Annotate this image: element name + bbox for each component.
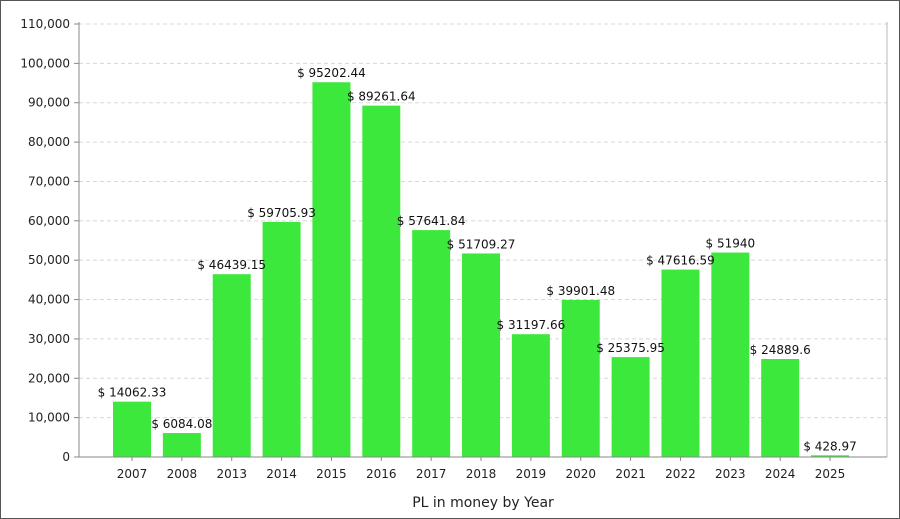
- data-label: $ 95202.44: [297, 66, 366, 80]
- x-tick-label: 2025: [815, 467, 846, 481]
- data-label: $ 51709.27: [447, 237, 516, 251]
- x-tick-label: 2013: [216, 467, 247, 481]
- data-label: $ 39901.48: [546, 284, 615, 298]
- x-tick-label: 2024: [765, 467, 796, 481]
- data-label: $ 59705.93: [247, 206, 316, 220]
- data-label: $ 57641.84: [397, 214, 466, 228]
- data-label: $ 25375.95: [596, 341, 665, 355]
- bar: [212, 274, 251, 457]
- bar: [362, 105, 401, 457]
- y-tick-label: 40,000: [28, 293, 70, 307]
- y-tick-label: 110,000: [20, 17, 70, 31]
- y-tick-label: 100,000: [20, 56, 70, 70]
- x-axis-title: PL in money by Year: [412, 495, 554, 511]
- data-label: $ 46439.15: [197, 258, 266, 272]
- y-tick-label: 80,000: [28, 135, 70, 149]
- x-tick-label: 2008: [167, 467, 198, 481]
- bar: [711, 252, 750, 457]
- data-label: $ 89261.64: [347, 90, 416, 104]
- y-tick-label: 30,000: [28, 332, 70, 346]
- data-label: $ 51940: [706, 237, 756, 251]
- bar: [262, 221, 301, 457]
- x-tick-label: 2007: [117, 467, 148, 481]
- data-label: $ 24889.6: [750, 343, 811, 357]
- data-label: $ 428.97: [803, 439, 856, 453]
- bar: [761, 359, 800, 457]
- bar: [811, 455, 850, 457]
- bar: [611, 357, 650, 457]
- x-tick-label: 2015: [316, 467, 347, 481]
- bar: [113, 401, 151, 457]
- x-tick-label: 2023: [715, 467, 746, 481]
- y-tick-label: 90,000: [28, 96, 70, 110]
- bar: [561, 299, 600, 457]
- x-tick-label: 2016: [366, 467, 397, 481]
- y-tick-label: 70,000: [28, 174, 70, 188]
- y-axis-ticks: 0 10,000 20,000 30,000 40,000 50,000 60,000 70,…: [20, 17, 79, 464]
- x-tick-label: 2020: [565, 467, 596, 481]
- bar: [661, 269, 700, 457]
- data-label: $ 31197.66: [497, 318, 566, 332]
- y-tick-label: 10,000: [28, 411, 70, 425]
- x-axis-ticks: 2007 2008 2013 2014 2015 2016 2017 2018 2019 2020…: [117, 457, 846, 481]
- y-tick-label: 20,000: [28, 371, 70, 385]
- x-tick-label: 2014: [266, 467, 297, 481]
- x-tick-label: 2022: [665, 467, 696, 481]
- bar: [511, 334, 550, 457]
- bar: [462, 253, 501, 457]
- y-tick-label: 50,000: [28, 253, 70, 267]
- y-tick-label: 0: [62, 450, 70, 464]
- y-tick-label: 60,000: [28, 214, 70, 228]
- x-tick-label: 2021: [615, 467, 646, 481]
- data-labels: $ 14062.33 $ 6084.08 $ 46439.15 $ 59705.93 $…: [98, 66, 857, 453]
- bar: [412, 230, 451, 457]
- data-label: $ 14062.33: [98, 386, 167, 400]
- bar: [312, 82, 351, 458]
- x-tick-label: 2017: [416, 467, 447, 481]
- bars: [113, 82, 850, 458]
- bar: [162, 433, 201, 457]
- data-label: $ 6084.08: [151, 417, 212, 431]
- x-tick-label: 2018: [466, 467, 497, 481]
- data-label: $ 47616.59: [646, 254, 715, 268]
- x-tick-label: 2019: [516, 467, 547, 481]
- axes: [78, 22, 888, 458]
